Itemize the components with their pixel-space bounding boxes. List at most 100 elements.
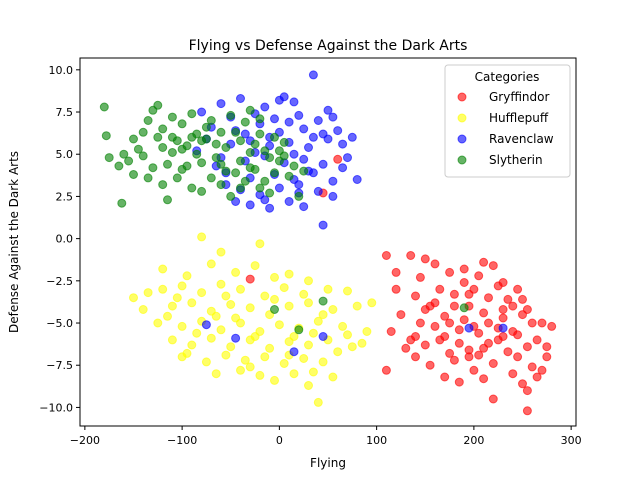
- data-point: [352, 175, 362, 184]
- data-point: [508, 369, 518, 379]
- data-point: [216, 279, 226, 289]
- data-point: [508, 301, 518, 311]
- data-point: [240, 129, 250, 139]
- data-point: [231, 313, 241, 323]
- data-point: [289, 347, 299, 357]
- data-point: [260, 102, 270, 112]
- data-point: [338, 139, 348, 149]
- data-point: [488, 394, 498, 404]
- data-point: [250, 164, 260, 174]
- data-point: [158, 264, 168, 274]
- x-tick-label: −100: [167, 434, 197, 447]
- data-point: [464, 289, 474, 299]
- data-point: [245, 200, 255, 210]
- data-point: [187, 298, 197, 308]
- data-point: [464, 323, 474, 333]
- data-point: [294, 325, 304, 335]
- data-point: [245, 148, 255, 157]
- data-point: [270, 375, 279, 385]
- data-point: [328, 191, 338, 201]
- data-point: [206, 333, 216, 343]
- data-point: [167, 301, 177, 311]
- data-point: [299, 354, 309, 363]
- data-point: [415, 318, 425, 328]
- data-point: [221, 350, 231, 360]
- data-point: [308, 328, 318, 338]
- y-tick-label: 10.0: [49, 64, 74, 77]
- data-point: [318, 159, 328, 169]
- data-point: [318, 220, 328, 230]
- data-point: [182, 348, 192, 358]
- plot-frame: [79, 57, 577, 427]
- data-point: [425, 301, 435, 311]
- data-point: [211, 153, 221, 163]
- data-point: [119, 149, 129, 159]
- data-point: [347, 342, 357, 352]
- data-point: [513, 352, 523, 362]
- data-point: [167, 148, 177, 157]
- data-point: [187, 132, 197, 142]
- x-tick-label: 300: [561, 434, 582, 447]
- data-point: [255, 129, 265, 139]
- data-point: [143, 288, 153, 298]
- data-point: [192, 328, 202, 338]
- data-point: [318, 296, 328, 306]
- data-point: [270, 294, 279, 304]
- data-point: [294, 110, 304, 120]
- data-point: [260, 146, 270, 156]
- data-point: [323, 134, 333, 144]
- data-point: [167, 132, 177, 142]
- data-point: [308, 132, 318, 142]
- data-point: [231, 267, 241, 277]
- legend-marker: [457, 155, 467, 165]
- data-point: [299, 154, 309, 164]
- data-point: [163, 159, 172, 169]
- data-point: [401, 343, 411, 353]
- data-point: [522, 342, 532, 352]
- data-point: [250, 332, 260, 341]
- data-point: [537, 365, 547, 375]
- y-tick-label: 7.5: [56, 106, 74, 119]
- data-point: [445, 267, 455, 277]
- data-point: [518, 294, 527, 304]
- data-point: [197, 186, 207, 196]
- data-point: [430, 259, 440, 269]
- data-point: [318, 357, 328, 367]
- data-point: [206, 259, 216, 269]
- data-point: [167, 112, 177, 122]
- data-point: [284, 197, 294, 206]
- data-point: [279, 92, 289, 102]
- data-point: [343, 153, 352, 163]
- data-point: [488, 261, 498, 271]
- data-point: [284, 269, 294, 279]
- data-point: [158, 124, 168, 134]
- data-point: [484, 318, 493, 328]
- data-point: [114, 161, 124, 171]
- data-point: [206, 116, 216, 125]
- data-point: [236, 156, 245, 166]
- data-point: [532, 372, 542, 382]
- data-point: [163, 195, 172, 205]
- legend-label: Hufflepuff: [489, 111, 549, 125]
- data-point: [274, 183, 284, 193]
- data-point: [177, 321, 187, 331]
- data-point: [299, 124, 309, 134]
- data-point: [158, 180, 168, 190]
- data-point: [454, 325, 464, 335]
- data-point: [304, 381, 313, 390]
- data-point: [284, 171, 294, 181]
- data-point: [101, 131, 111, 141]
- data-point: [117, 198, 127, 208]
- data-point: [197, 136, 207, 146]
- data-point: [493, 281, 503, 291]
- data-point: [206, 173, 216, 183]
- data-point: [279, 137, 289, 147]
- data-point: [454, 377, 464, 387]
- data-point: [240, 355, 250, 365]
- data-point: [357, 338, 367, 348]
- data-point: [289, 161, 299, 171]
- data-point: [289, 369, 299, 379]
- data-point: [435, 284, 445, 294]
- data-point: [221, 166, 231, 176]
